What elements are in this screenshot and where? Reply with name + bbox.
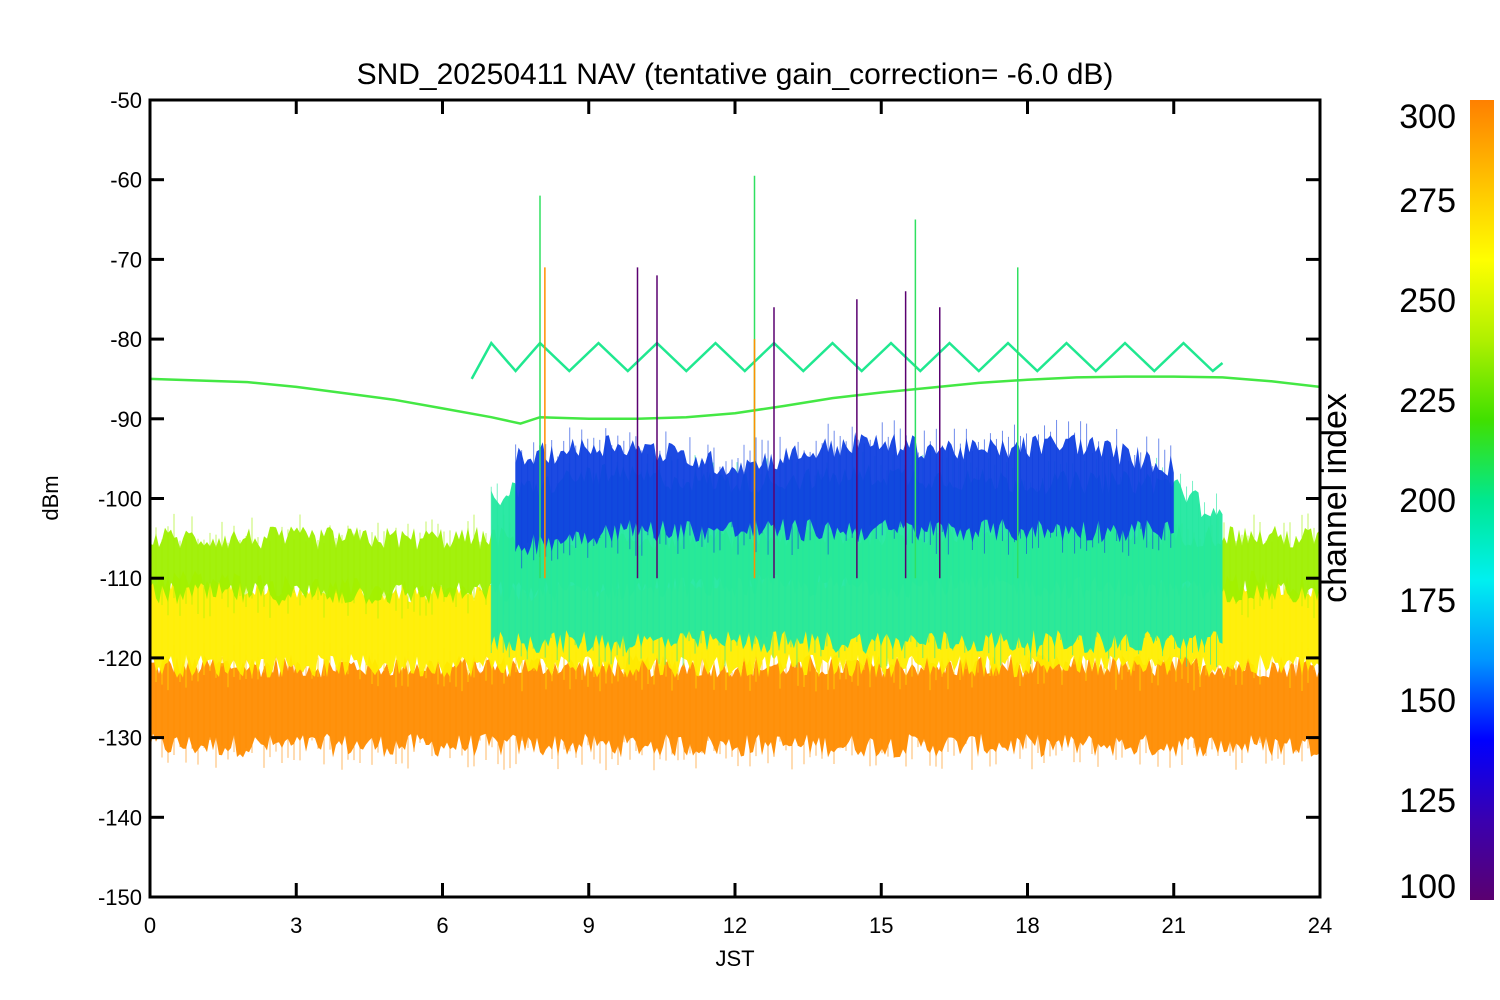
colorbar-label: channel index — [1316, 393, 1354, 603]
colorbar-ticks: 300 275 250 225 200 175 150 125 100 — [1399, 98, 1456, 906]
y-tick-label: -130 — [98, 726, 142, 751]
x-tick-label: 12 — [723, 913, 747, 938]
y-tick-label: -150 — [98, 885, 142, 910]
colorbar-tick-label: 175 — [1399, 582, 1456, 620]
colorbar-tick-label: 225 — [1399, 382, 1456, 420]
y-tick-label: -100 — [98, 487, 142, 512]
y-tick-label: -120 — [98, 646, 142, 671]
y-tick-label: -140 — [98, 805, 142, 830]
chart-title: SND_20250411 NAV (tentative gain_correct… — [357, 58, 1114, 91]
colorbar-tick-label: 100 — [1399, 868, 1456, 906]
x-axis-label: JST — [715, 946, 754, 971]
y-tick-label: -110 — [100, 566, 142, 591]
series-4 — [515, 419, 1174, 569]
colorbar: 300 275 250 225 200 175 150 125 100 channel inde… — [1316, 98, 1494, 906]
series-band — [515, 432, 1174, 556]
x-tick-label: 18 — [1015, 913, 1039, 938]
colorbar-tick-label: 125 — [1399, 782, 1456, 820]
x-axis: 0 3 6 9 12 15 18 21 24 — [144, 100, 1332, 938]
series-5 — [150, 375, 1320, 425]
series-6 — [470, 340, 1224, 380]
spikes — [539, 175, 1019, 579]
x-tick-label: 21 — [1162, 913, 1186, 938]
colorbar-tick-label: 250 — [1399, 282, 1456, 320]
x-tick-label: 24 — [1308, 913, 1332, 938]
y-tick-label: -80 — [110, 327, 142, 352]
colorbar-tick-label: 275 — [1399, 182, 1456, 220]
x-tick-label: 3 — [290, 913, 302, 938]
x-tick-label: 9 — [583, 913, 595, 938]
x-tick-label: 0 — [144, 913, 156, 938]
x-tick-label: 15 — [869, 913, 893, 938]
plot-data-area — [150, 175, 1320, 771]
y-tick-label: -50 — [110, 88, 142, 113]
series-band — [150, 654, 1320, 758]
x-tick-label: 6 — [436, 913, 448, 938]
y-tick-label: -90 — [110, 407, 142, 432]
y-axis-label: dBm — [38, 475, 63, 520]
colorbar-tick-label: 150 — [1399, 682, 1456, 720]
colorbar-gradient — [1470, 100, 1494, 900]
series-line — [470, 340, 1224, 380]
colorbar-tick-label: 200 — [1399, 482, 1456, 520]
y-axis: -50 -60 -70 -80 -90 -100 -110 -120 -130 -140 -150 — [98, 88, 1320, 910]
series-line — [150, 375, 1320, 425]
y-tick-label: -60 — [110, 168, 142, 193]
y-tick-label: -70 — [110, 247, 142, 272]
colorbar-tick-label: 300 — [1399, 98, 1456, 136]
